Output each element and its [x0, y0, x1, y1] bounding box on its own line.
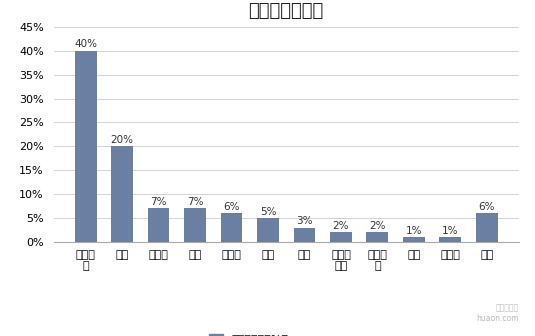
Text: 1%: 1% [442, 226, 458, 236]
Bar [184, 208, 206, 242]
Text: 华经情报网
huaon.com: 华经情报网 huaon.com [477, 303, 519, 323]
Bar [257, 218, 279, 242]
Bar [366, 233, 388, 242]
Bar [330, 233, 352, 242]
Bar [439, 237, 461, 242]
Text: 40%: 40% [74, 39, 97, 49]
Bar [148, 208, 170, 242]
Legend: 铅资源分布（%）: 铅资源分布（%） [205, 329, 293, 336]
Bar [75, 51, 96, 242]
Bar [220, 213, 242, 242]
Text: 1%: 1% [406, 226, 422, 236]
Text: 7%: 7% [187, 197, 203, 207]
Text: 2%: 2% [333, 221, 349, 231]
Text: 2%: 2% [369, 221, 386, 231]
Bar [111, 146, 133, 242]
Text: 6%: 6% [223, 202, 240, 212]
Bar [476, 213, 498, 242]
Bar [403, 237, 425, 242]
Text: 5%: 5% [259, 207, 276, 217]
Text: 6%: 6% [479, 202, 495, 212]
Text: 3%: 3% [296, 216, 313, 226]
Bar [294, 227, 316, 242]
Text: 7%: 7% [150, 197, 167, 207]
Title: 全球铅资源分布: 全球铅资源分布 [249, 2, 324, 20]
Text: 20%: 20% [111, 135, 134, 145]
